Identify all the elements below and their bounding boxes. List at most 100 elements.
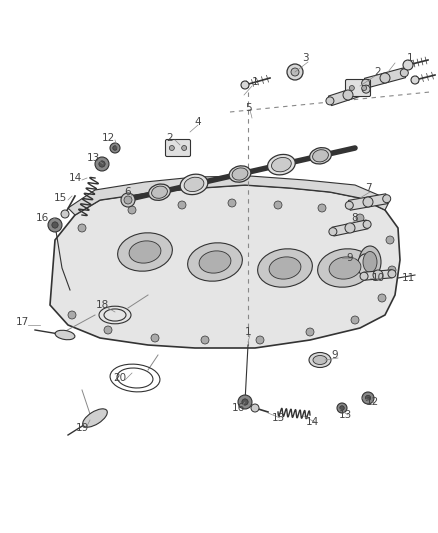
Ellipse shape [199, 251, 231, 273]
Text: 12: 12 [101, 133, 115, 143]
Circle shape [61, 210, 69, 218]
Circle shape [291, 68, 299, 76]
Text: 19: 19 [75, 423, 88, 433]
Circle shape [363, 197, 373, 207]
Ellipse shape [83, 409, 107, 427]
Ellipse shape [180, 174, 208, 195]
Text: 9: 9 [332, 350, 338, 360]
Circle shape [124, 196, 132, 204]
Text: 6: 6 [125, 187, 131, 197]
Circle shape [362, 85, 370, 93]
Polygon shape [364, 68, 406, 88]
Text: 9: 9 [347, 253, 353, 263]
Polygon shape [68, 176, 390, 215]
Text: 2: 2 [374, 67, 381, 77]
Circle shape [241, 81, 249, 89]
Circle shape [329, 228, 337, 236]
Ellipse shape [357, 254, 372, 276]
Circle shape [52, 222, 58, 228]
Ellipse shape [232, 168, 248, 180]
Circle shape [350, 85, 354, 91]
Text: 1: 1 [245, 327, 251, 337]
Text: 16: 16 [231, 403, 245, 413]
Circle shape [378, 294, 386, 302]
Circle shape [362, 85, 367, 91]
Circle shape [363, 220, 371, 228]
Ellipse shape [229, 166, 251, 182]
Text: 15: 15 [53, 193, 67, 203]
Circle shape [362, 79, 370, 87]
Circle shape [170, 146, 174, 150]
Circle shape [151, 334, 159, 342]
Ellipse shape [152, 186, 167, 198]
Circle shape [128, 206, 136, 214]
Circle shape [238, 395, 252, 409]
Circle shape [411, 76, 419, 84]
Circle shape [400, 69, 408, 77]
Circle shape [388, 266, 396, 274]
Circle shape [113, 146, 117, 150]
Ellipse shape [269, 257, 301, 279]
Ellipse shape [318, 249, 372, 287]
Ellipse shape [363, 252, 377, 272]
Circle shape [403, 60, 413, 70]
Circle shape [345, 201, 353, 209]
Ellipse shape [313, 150, 328, 162]
FancyBboxPatch shape [166, 140, 191, 157]
Ellipse shape [359, 246, 381, 278]
Circle shape [337, 403, 347, 413]
Circle shape [201, 336, 209, 344]
Ellipse shape [129, 241, 161, 263]
Text: 11: 11 [401, 273, 415, 283]
Ellipse shape [268, 155, 295, 175]
Text: 2: 2 [167, 133, 173, 143]
Text: 7: 7 [365, 183, 371, 193]
Circle shape [251, 404, 259, 412]
Text: 15: 15 [272, 413, 285, 423]
Ellipse shape [258, 249, 312, 287]
Circle shape [242, 399, 248, 405]
Text: 13: 13 [339, 410, 352, 420]
Circle shape [345, 223, 355, 233]
Circle shape [386, 236, 394, 244]
Polygon shape [328, 84, 367, 106]
Circle shape [99, 161, 105, 167]
Ellipse shape [313, 356, 327, 365]
Circle shape [388, 270, 396, 278]
Circle shape [274, 201, 282, 209]
Circle shape [95, 157, 109, 171]
Ellipse shape [55, 330, 75, 340]
Text: 8: 8 [352, 213, 358, 223]
Text: 13: 13 [86, 153, 99, 163]
Text: 20: 20 [113, 373, 127, 383]
Ellipse shape [187, 243, 242, 281]
Circle shape [360, 272, 368, 280]
Circle shape [121, 193, 135, 207]
Text: 14: 14 [68, 173, 81, 183]
Ellipse shape [118, 233, 173, 271]
Circle shape [104, 326, 112, 334]
Text: 17: 17 [15, 317, 28, 327]
Circle shape [110, 143, 120, 153]
Text: 1: 1 [407, 53, 413, 63]
Text: 14: 14 [305, 417, 318, 427]
Circle shape [380, 73, 390, 83]
Circle shape [178, 201, 186, 209]
Circle shape [340, 406, 344, 410]
Text: 16: 16 [35, 213, 49, 223]
Circle shape [351, 316, 359, 324]
Circle shape [256, 336, 264, 344]
Polygon shape [332, 220, 368, 236]
Circle shape [362, 392, 374, 404]
Circle shape [228, 199, 236, 207]
Polygon shape [348, 194, 388, 210]
Ellipse shape [184, 177, 204, 191]
Text: 18: 18 [95, 300, 109, 310]
Circle shape [318, 204, 326, 212]
Text: 4: 4 [194, 117, 201, 127]
Circle shape [306, 328, 314, 336]
Circle shape [48, 218, 62, 232]
Circle shape [287, 64, 303, 80]
Polygon shape [364, 270, 392, 280]
Text: 10: 10 [371, 273, 385, 283]
